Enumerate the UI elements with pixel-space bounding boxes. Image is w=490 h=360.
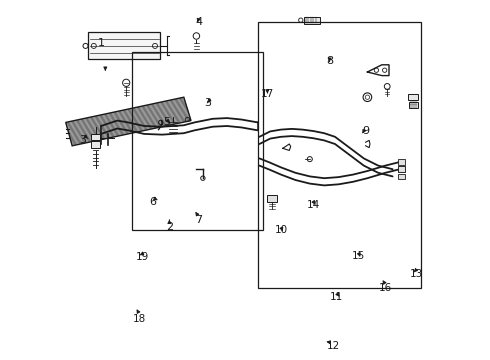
Text: 4: 4 (196, 17, 202, 27)
Text: 14: 14 (307, 200, 320, 210)
Bar (304, 17, 319, 24)
Text: 8: 8 (326, 56, 333, 66)
Text: 9: 9 (362, 126, 369, 136)
Text: 17: 17 (261, 89, 274, 99)
Bar (398, 166, 405, 172)
Text: 7: 7 (195, 215, 202, 225)
Text: 11: 11 (330, 292, 343, 302)
Text: 3: 3 (79, 135, 86, 145)
Bar (91, 134, 100, 140)
Bar (398, 174, 405, 179)
Text: 6: 6 (150, 197, 157, 207)
Text: 12: 12 (326, 341, 340, 351)
Bar (91, 141, 100, 148)
Text: 3: 3 (204, 98, 211, 108)
Text: 1: 1 (98, 38, 104, 48)
Bar (258, 22, 421, 288)
Bar (132, 52, 263, 230)
Bar (267, 195, 277, 202)
Text: 13: 13 (409, 269, 422, 279)
Text: 15: 15 (352, 251, 365, 261)
Bar (88, 32, 160, 59)
Polygon shape (66, 97, 191, 146)
Bar (409, 102, 418, 108)
Text: 2: 2 (166, 222, 173, 232)
Text: 18: 18 (133, 314, 147, 324)
Text: 10: 10 (274, 225, 288, 235)
Bar (398, 166, 405, 172)
Text: 19: 19 (136, 252, 149, 262)
Text: 5: 5 (163, 117, 170, 127)
Bar (409, 94, 418, 100)
Text: 16: 16 (379, 283, 392, 293)
Bar (398, 159, 405, 165)
